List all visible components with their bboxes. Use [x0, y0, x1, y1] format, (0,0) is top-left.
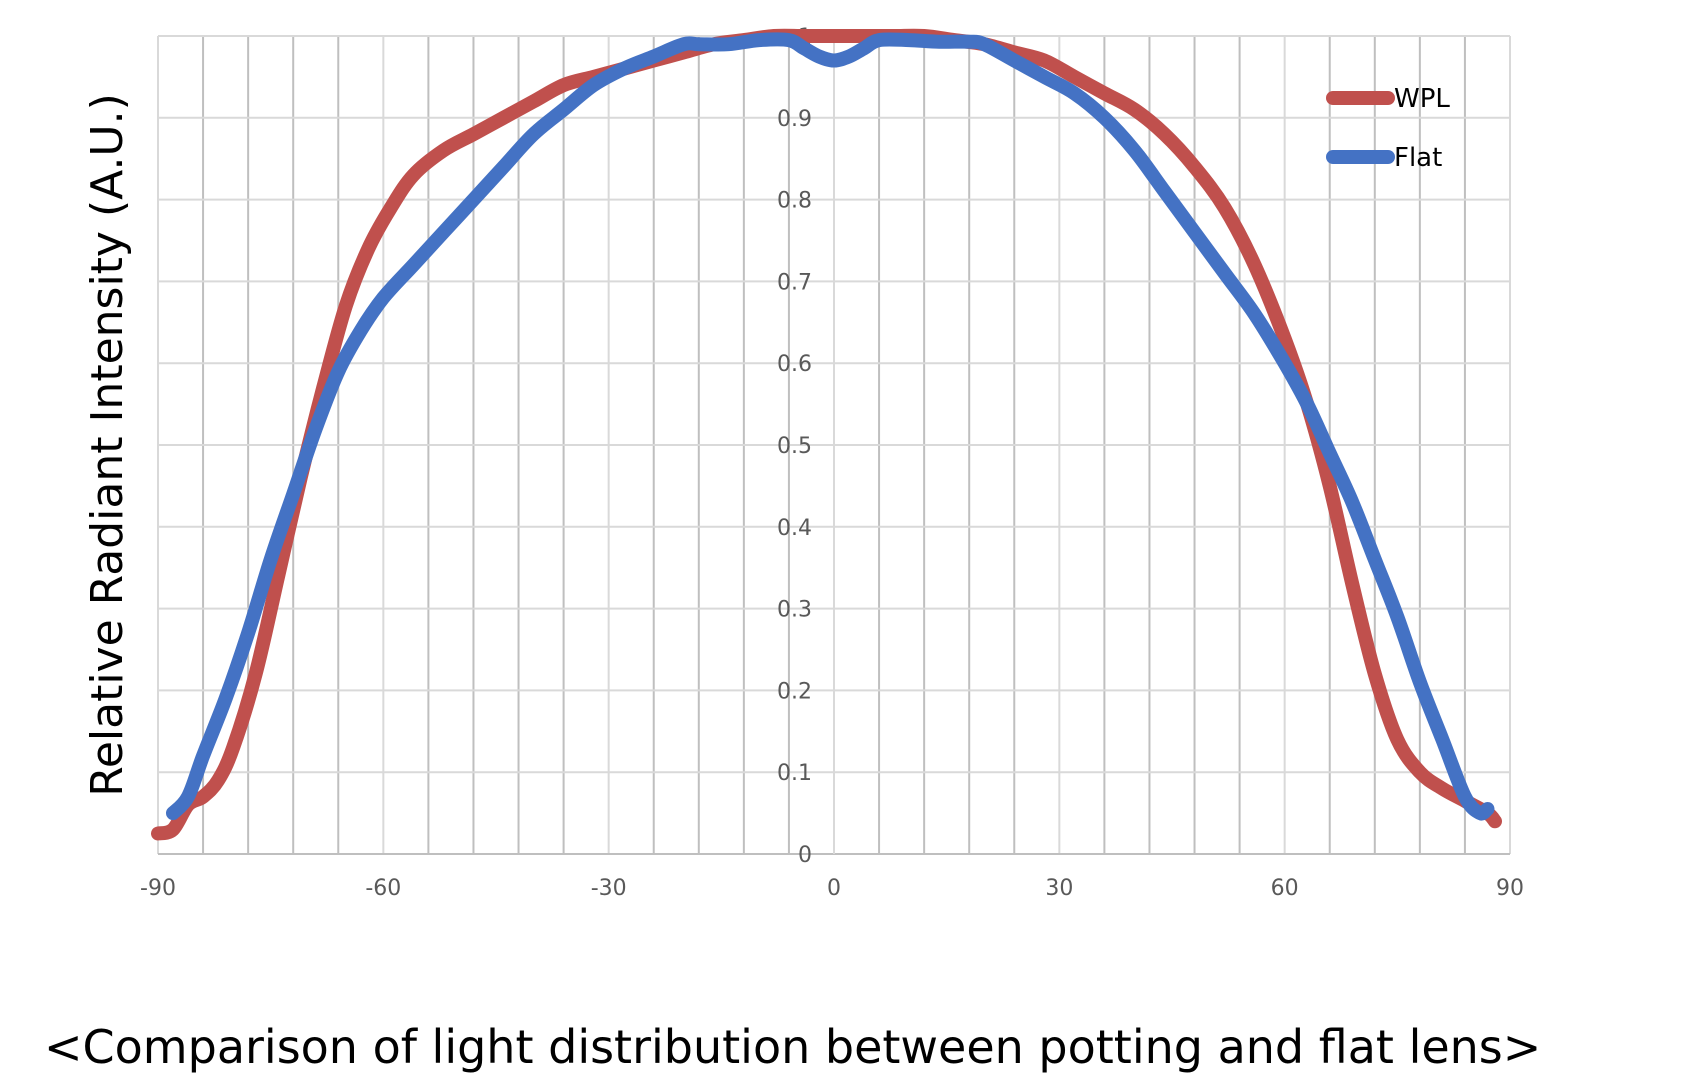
x-tick-label: 90 [1496, 876, 1524, 901]
x-tick-label: 0 [827, 876, 841, 901]
y-tick-label: 0.9 [777, 107, 812, 132]
y-tick-label: 0 [798, 843, 812, 868]
legend-label-wpl: WPL [1394, 84, 1450, 114]
x-tick-label: -90 [140, 876, 176, 901]
series-line-flat [166, 32, 1495, 821]
x-tick-label: 30 [1045, 876, 1073, 901]
figure-caption: <Comparison of light distribution betwee… [44, 1020, 1542, 1074]
x-tick-label: -30 [591, 876, 627, 901]
y-tick-label: 0.3 [777, 598, 812, 623]
y-tick-label: 0.6 [777, 352, 812, 377]
y-tick-label: 0.7 [777, 270, 812, 295]
x-tick-label: 60 [1271, 876, 1299, 901]
legend: WPL Flat [1326, 84, 1450, 173]
y-tick-label: 0.2 [777, 679, 812, 704]
y-axis-label: Relative Radiant Intensity (A.U.) [82, 93, 133, 797]
y-tick-label: 0.8 [777, 189, 812, 214]
y-tick-label: 0.5 [777, 434, 812, 459]
series-lines [151, 28, 1502, 841]
y-tick-labels: 00.10.20.30.40.50.60.70.80.91 [777, 25, 812, 868]
y-tick-label: 0.4 [777, 516, 812, 541]
series-line-wpl [151, 28, 1502, 841]
x-tick-labels: -90 -60 -30 0 30 60 90 [140, 876, 1524, 901]
axes [158, 36, 1510, 855]
y-tick-label: 0.1 [777, 761, 812, 786]
legend-label-flat: Flat [1394, 143, 1442, 173]
x-tick-label: -60 [365, 876, 401, 901]
